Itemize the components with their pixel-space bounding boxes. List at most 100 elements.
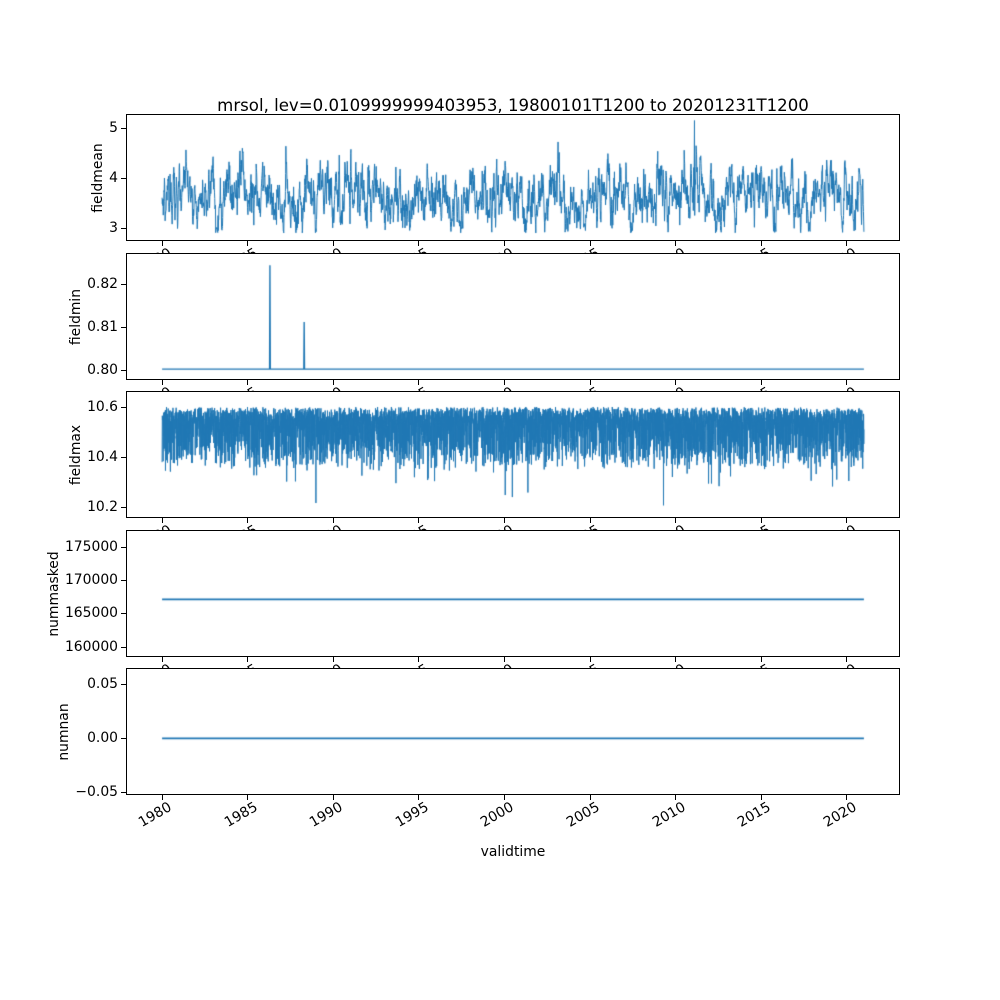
y-tick (121, 579, 126, 581)
x-tick (675, 241, 677, 246)
x-tick (846, 518, 848, 523)
x-tick (247, 380, 249, 385)
x-tick (589, 657, 591, 662)
x-tick (760, 241, 762, 246)
x-tick (418, 518, 420, 523)
y-tick (121, 613, 126, 615)
x-tick (846, 657, 848, 662)
x-tick (332, 241, 334, 246)
y-tick (121, 737, 126, 739)
x-tick (760, 518, 762, 523)
axes-box-fieldmean (126, 114, 900, 241)
fieldmax-series (127, 392, 899, 517)
x-tick-label: 2015 (735, 799, 774, 831)
y-tick-label: 0.80 (87, 361, 118, 378)
x-tick (503, 241, 505, 246)
x-tick (332, 657, 334, 662)
x-tick-label: 1990 (307, 799, 346, 831)
x-tick (675, 657, 677, 662)
y-tick-label: 5 (109, 119, 118, 136)
y-tick-label: 0.05 (87, 675, 118, 692)
axes-box-fieldmin (126, 253, 900, 380)
x-tick (418, 657, 420, 662)
x-tick (503, 657, 505, 662)
y-tick-label: −0.05 (75, 783, 118, 800)
x-tick (503, 795, 505, 800)
x-tick-label: 1980 (135, 799, 175, 831)
y-tick-label: 10.4 (87, 448, 118, 465)
y-tick (121, 227, 126, 229)
x-tick (332, 380, 334, 385)
x-tick-label: 2005 (563, 799, 603, 831)
x-tick (589, 380, 591, 385)
x-tick-label: 2020 (820, 799, 860, 831)
y-tick (121, 456, 126, 458)
y-tick (121, 546, 126, 548)
y-tick (121, 369, 126, 371)
y-axis-label-fieldmean: fieldmean (90, 142, 107, 213)
y-tick (121, 646, 126, 648)
y-tick-label: 0.00 (87, 729, 118, 746)
y-tick-label: 160000 (64, 638, 118, 655)
y-tick-label: 170000 (64, 571, 118, 588)
x-tick (760, 380, 762, 385)
y-tick (121, 506, 126, 508)
x-tick (247, 657, 249, 662)
y-tick (121, 327, 126, 329)
y-tick (121, 177, 126, 179)
y-axis-label-numnan: numnan (56, 702, 73, 761)
x-tick (161, 380, 163, 385)
x-tick (589, 795, 591, 800)
axes-box-numnan (126, 668, 900, 795)
y-tick-label: 10.6 (87, 398, 118, 415)
x-tick (589, 241, 591, 246)
chart-title: mrsol, lev=0.0109999999403953, 19800101T… (217, 96, 809, 115)
y-tick (121, 683, 126, 685)
fieldmean-series (127, 115, 899, 240)
y-axis-label-fieldmax: fieldmax (68, 424, 85, 485)
y-axis-label-nummasked: nummasked (45, 550, 62, 637)
x-tick (846, 795, 848, 800)
y-tick (121, 791, 126, 793)
fieldmin-series (127, 254, 899, 379)
y-tick-label: 175000 (64, 538, 118, 555)
x-tick (760, 657, 762, 662)
x-tick (332, 795, 334, 800)
x-tick (589, 518, 591, 523)
y-tick-label: 4 (109, 169, 118, 186)
y-tick-label: 0.81 (87, 319, 118, 336)
x-tick (332, 518, 334, 523)
x-tick (161, 518, 163, 523)
x-tick (161, 657, 163, 662)
x-tick-label: 1995 (392, 799, 432, 831)
x-tick (846, 380, 848, 385)
y-tick (121, 127, 126, 129)
x-tick (247, 518, 249, 523)
y-tick-label: 3 (109, 219, 118, 236)
y-tick-label: 165000 (64, 605, 118, 622)
x-tick (503, 380, 505, 385)
axes-box-fieldmax (126, 391, 900, 518)
x-tick (247, 241, 249, 246)
x-tick (161, 241, 163, 246)
y-axis-label-fieldmin: fieldmin (68, 288, 85, 345)
y-tick-label: 10.2 (87, 498, 118, 515)
x-tick (760, 795, 762, 800)
x-tick (247, 795, 249, 800)
y-tick (121, 284, 126, 286)
x-tick (675, 380, 677, 385)
x-tick (675, 518, 677, 523)
x-tick-label: 1985 (221, 799, 261, 831)
y-tick-label: 0.82 (87, 276, 118, 293)
x-tick (161, 795, 163, 800)
x-tick (418, 795, 420, 800)
x-tick (418, 380, 420, 385)
nummasked-series (127, 531, 899, 656)
x-tick-label: 2000 (478, 799, 517, 831)
x-axis-label: validtime (480, 844, 546, 860)
x-tick (418, 241, 420, 246)
numnan-series (127, 669, 899, 794)
axes-box-nummasked (126, 530, 900, 657)
x-tick (846, 241, 848, 246)
